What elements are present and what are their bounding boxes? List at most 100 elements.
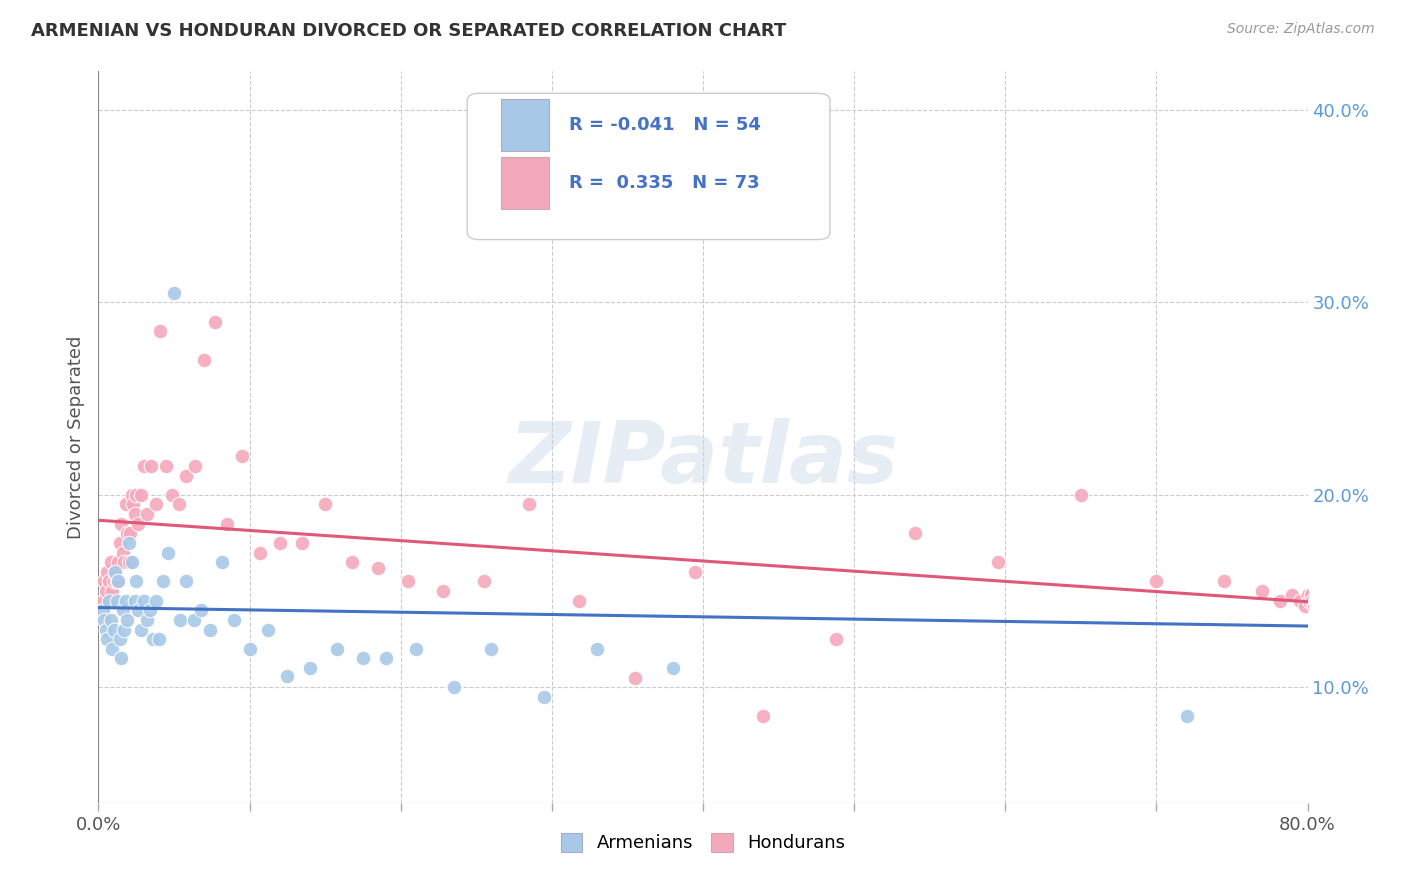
Point <box>184 458 207 473</box>
Point <box>825 632 848 647</box>
Point <box>174 468 197 483</box>
Point <box>1309 599 1331 614</box>
Point <box>127 603 149 617</box>
Point <box>121 488 143 502</box>
Point <box>107 574 129 589</box>
Point <box>162 488 184 502</box>
Point <box>661 661 683 675</box>
Text: R =  0.335   N = 73: R = 0.335 N = 73 <box>569 174 759 192</box>
FancyBboxPatch shape <box>467 94 830 240</box>
Point <box>118 555 141 569</box>
Point <box>481 641 503 656</box>
Point <box>342 555 364 569</box>
Point <box>104 565 127 579</box>
Point <box>685 565 707 579</box>
Point <box>1213 574 1236 589</box>
Point <box>118 536 141 550</box>
Point <box>517 498 540 512</box>
Point <box>1302 599 1324 614</box>
Point <box>141 458 163 473</box>
Point <box>586 641 609 656</box>
Point <box>120 526 142 541</box>
Point <box>124 593 146 607</box>
Point <box>224 613 246 627</box>
Point <box>231 450 253 464</box>
Point <box>149 324 172 338</box>
Text: ZIPatlas: ZIPatlas <box>508 417 898 500</box>
Point <box>314 498 336 512</box>
Point <box>1251 584 1274 599</box>
Y-axis label: Divorced or Separated: Divorced or Separated <box>66 335 84 539</box>
Point <box>156 545 179 559</box>
Point <box>105 593 128 607</box>
Point <box>125 574 148 589</box>
Point <box>142 632 165 647</box>
Point <box>115 526 138 541</box>
Point <box>129 623 152 637</box>
Point <box>193 353 215 368</box>
Point <box>145 498 167 512</box>
Point <box>98 574 121 589</box>
Point <box>110 651 132 665</box>
Point <box>326 641 349 656</box>
Point <box>624 671 647 685</box>
Text: Source: ZipAtlas.com: Source: ZipAtlas.com <box>1227 22 1375 37</box>
Point <box>93 613 115 627</box>
Point <box>103 623 125 637</box>
Point <box>107 555 129 569</box>
Point <box>110 516 132 531</box>
Point <box>1144 574 1167 589</box>
Point <box>94 584 117 599</box>
Point <box>987 555 1010 569</box>
Point <box>183 613 205 627</box>
Point <box>114 593 136 607</box>
Point <box>103 574 125 589</box>
Point <box>239 641 262 656</box>
Point <box>155 458 177 473</box>
Point <box>1175 709 1198 723</box>
Point <box>122 498 145 512</box>
Point <box>752 199 775 213</box>
Point <box>1294 599 1316 614</box>
Point <box>291 536 314 550</box>
Point <box>101 584 124 599</box>
Point <box>169 613 191 627</box>
Point <box>405 641 427 656</box>
Point <box>94 623 117 637</box>
Point <box>299 661 322 675</box>
Point <box>211 555 233 569</box>
Point <box>256 623 278 637</box>
Point <box>148 632 170 647</box>
Point <box>93 574 115 589</box>
Point <box>396 574 419 589</box>
Point <box>472 574 495 589</box>
Point <box>108 536 131 550</box>
Point <box>121 555 143 569</box>
Point <box>249 545 271 559</box>
Point <box>1281 588 1303 602</box>
Point <box>432 584 454 599</box>
Point <box>111 603 134 617</box>
Point <box>200 623 222 637</box>
Point <box>443 681 465 695</box>
Point <box>98 593 121 607</box>
Point <box>105 574 128 589</box>
Point <box>135 613 157 627</box>
Point <box>145 593 167 607</box>
Point <box>114 498 136 512</box>
Point <box>101 641 124 656</box>
Point <box>1289 593 1312 607</box>
Point <box>127 516 149 531</box>
Point <box>112 555 135 569</box>
Point <box>125 488 148 502</box>
Point <box>115 613 138 627</box>
Point <box>367 561 389 575</box>
Point <box>163 285 186 300</box>
Point <box>1299 588 1322 602</box>
Point <box>1296 588 1319 602</box>
Point <box>132 593 155 607</box>
Point <box>139 603 162 617</box>
Point <box>174 574 197 589</box>
FancyBboxPatch shape <box>501 157 550 209</box>
Text: ARMENIAN VS HONDURAN DIVORCED OR SEPARATED CORRELATION CHART: ARMENIAN VS HONDURAN DIVORCED OR SEPARAT… <box>31 22 786 40</box>
